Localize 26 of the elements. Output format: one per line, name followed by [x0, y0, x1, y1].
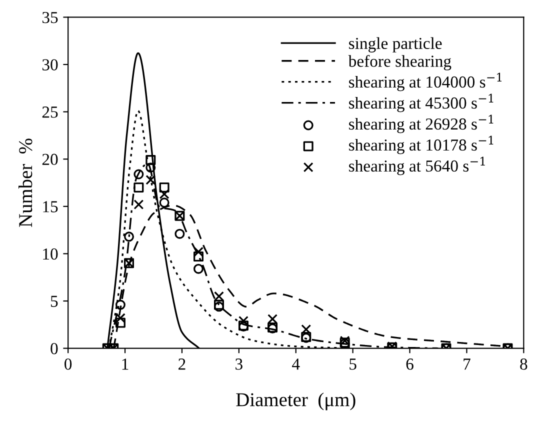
y-tick-label: 15 [43, 201, 58, 212]
x-axis-title: Diameter (μm) [236, 392, 356, 410]
legend-label: shearing at 26928 s$^{−1}$ [349, 114, 494, 134]
legend-label: shearing at 10178 s$^{−1}$ [349, 136, 494, 154]
legend-label: shearing at 45300 s$^{−1}$ [349, 94, 494, 112]
y-tick-label: 10 [43, 248, 58, 260]
x-tick-label: 7 [464, 358, 470, 370]
y-tick-label: 25 [42, 106, 58, 118]
legend-label: shearing at 5640 s$^{−1}$ [349, 156, 485, 176]
y-tick-label: 5 [50, 296, 58, 307]
legend-label: before shearing [348, 54, 452, 70]
y-tick-label: 30 [42, 59, 58, 70]
x-tick-label: 6 [406, 358, 414, 370]
x-tick-label: 5 [350, 358, 356, 370]
legend-label: single particle [349, 37, 442, 52]
x-tick-label: 3 [236, 358, 242, 370]
y-tick-label: 35 [42, 12, 58, 24]
x-tick-label: 0 [64, 358, 72, 370]
legend-label: shearing at 104000 s$^{−1}$ [349, 72, 502, 92]
y-tick-label: 20 [42, 154, 58, 166]
y-tick-label: 0 [50, 343, 58, 354]
x-tick-label: 8 [520, 358, 528, 370]
x-tick-label: 1 [122, 358, 128, 370]
y-axis-title: Number % [18, 138, 32, 228]
x-tick-label: 2 [178, 358, 186, 370]
x-tick-label: 4 [292, 358, 300, 370]
